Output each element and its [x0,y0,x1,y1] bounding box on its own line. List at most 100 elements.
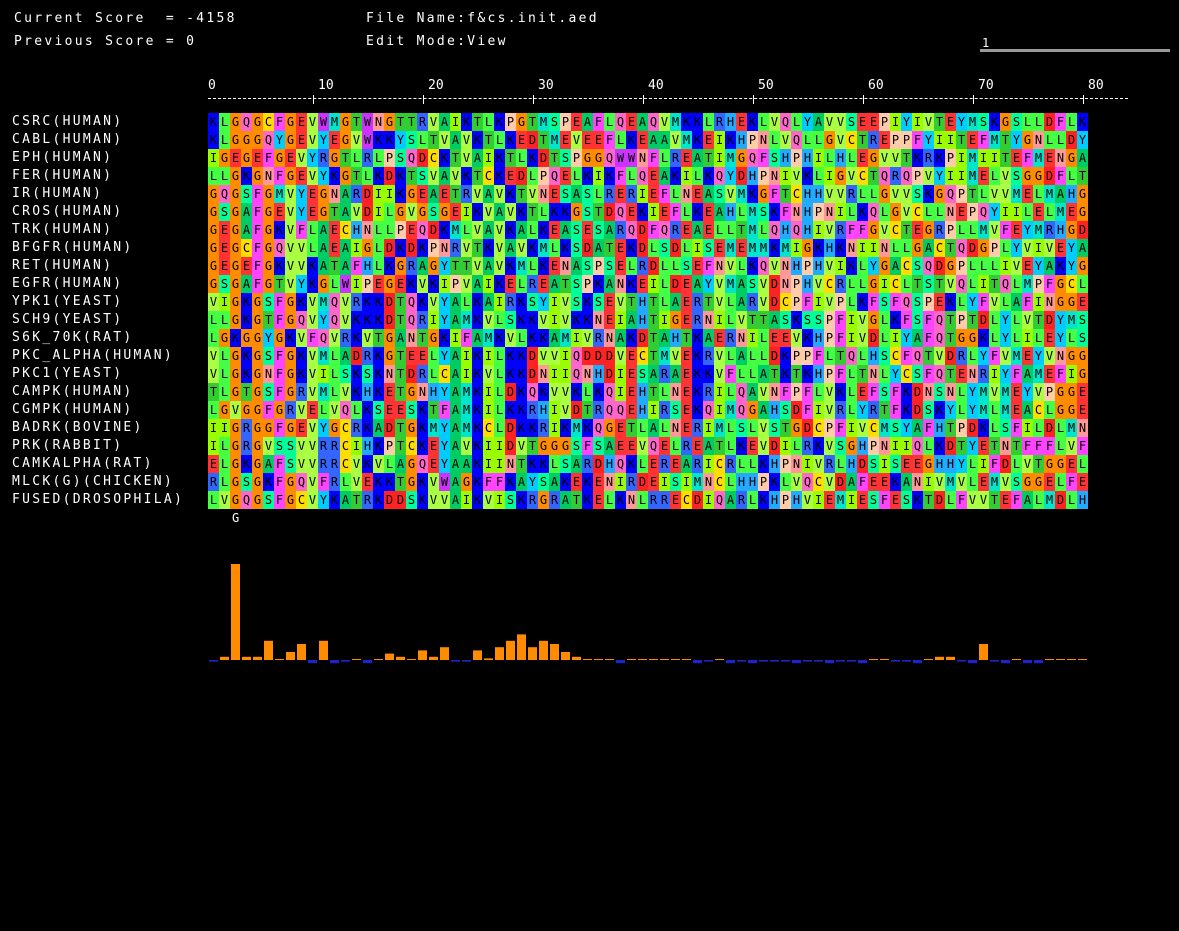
residue-cell[interactable]: H [846,455,857,473]
residue-cell[interactable]: L [494,131,505,149]
residue-cell[interactable]: V [824,221,835,239]
residue-cell[interactable]: E [219,257,230,275]
residue-cell[interactable]: A [846,473,857,491]
residue-cell[interactable]: G [1055,383,1066,401]
residue-cell[interactable]: G [208,275,219,293]
residue-cell[interactable]: G [285,419,296,437]
residue-cell[interactable]: Q [846,347,857,365]
residue-cell[interactable]: G [428,329,439,347]
residue-cell[interactable]: Y [439,347,450,365]
residue-cell[interactable]: E [681,221,692,239]
residue-cell[interactable]: E [285,149,296,167]
residue-cell[interactable]: G [329,419,340,437]
residue-cell[interactable]: N [769,383,780,401]
residue-cell[interactable]: Y [967,383,978,401]
residue-cell[interactable]: V [791,473,802,491]
residue-cell[interactable]: L [329,365,340,383]
residue-cell[interactable]: L [758,347,769,365]
residue-cell[interactable]: L [219,455,230,473]
residue-cell[interactable]: A [758,401,769,419]
residue-cell[interactable]: F [1022,293,1033,311]
residue-cell[interactable]: S [703,239,714,257]
residue-cell[interactable]: R [208,473,219,491]
residue-cell[interactable]: G [252,131,263,149]
residue-cell[interactable]: V [307,131,318,149]
residue-cell[interactable]: Y [439,383,450,401]
residue-cell[interactable]: Q [747,149,758,167]
residue-cell[interactable]: K [626,131,637,149]
residue-cell[interactable]: Y [263,329,274,347]
residue-cell[interactable]: G [252,473,263,491]
residue-cell[interactable]: K [725,131,736,149]
residue-cell[interactable]: M [1033,149,1044,167]
residue-cell[interactable]: G [318,185,329,203]
residue-cell[interactable]: I [846,311,857,329]
residue-cell[interactable]: N [1055,149,1066,167]
residue-cell[interactable]: H [637,311,648,329]
residue-cell[interactable]: E [516,131,527,149]
residue-cell[interactable]: V [1000,167,1011,185]
residue-cell[interactable]: A [560,221,571,239]
residue-cell[interactable]: L [1033,185,1044,203]
residue-cell[interactable]: V [857,311,868,329]
residue-cell[interactable]: N [945,383,956,401]
residue-cell[interactable]: T [923,491,934,509]
residue-cell[interactable]: E [681,401,692,419]
residue-cell[interactable]: F [780,383,791,401]
residue-cell[interactable]: K [692,383,703,401]
residue-cell[interactable]: H [868,347,879,365]
residue-cell[interactable]: A [659,131,670,149]
residue-cell[interactable]: L [208,401,219,419]
residue-cell[interactable]: P [384,149,395,167]
residue-cell[interactable]: G [208,257,219,275]
residue-cell[interactable]: M [747,239,758,257]
residue-cell[interactable]: L [626,257,637,275]
residue-cell[interactable]: A [395,455,406,473]
residue-cell[interactable]: L [967,347,978,365]
residue-cell[interactable]: P [538,167,549,185]
residue-cell[interactable]: I [648,275,659,293]
residue-cell[interactable]: K [505,257,516,275]
residue-cell[interactable]: I [703,419,714,437]
residue-cell[interactable]: K [296,293,307,311]
residue-cell[interactable]: E [1044,473,1055,491]
residue-cell[interactable]: V [901,203,912,221]
residue-cell[interactable]: E [769,329,780,347]
residue-cell[interactable]: K [978,329,989,347]
residue-cell[interactable]: F [978,131,989,149]
residue-cell[interactable]: V [967,491,978,509]
residue-cell[interactable]: I [714,131,725,149]
residue-cell[interactable]: V [307,491,318,509]
residue-cell[interactable]: I [934,131,945,149]
residue-cell[interactable]: K [472,383,483,401]
residue-cell[interactable]: A [626,311,637,329]
residue-cell[interactable]: R [340,329,351,347]
residue-cell[interactable]: D [406,365,417,383]
residue-cell[interactable]: I [703,455,714,473]
residue-cell[interactable]: T [648,383,659,401]
residue-cell[interactable]: V [813,455,824,473]
residue-cell[interactable]: I [494,455,505,473]
residue-cell[interactable]: R [659,401,670,419]
residue-cell[interactable]: L [373,149,384,167]
residue-cell[interactable]: R [670,149,681,167]
residue-cell[interactable]: A [439,113,450,131]
residue-cell[interactable]: L [967,473,978,491]
residue-cell[interactable]: F [604,131,615,149]
residue-cell[interactable]: G [538,437,549,455]
residue-cell[interactable]: K [417,293,428,311]
residue-cell[interactable]: C [901,257,912,275]
residue-cell[interactable]: V [505,329,516,347]
residue-cell[interactable]: H [637,293,648,311]
sequence-name[interactable]: EGFR(HUMAN) [12,276,124,291]
residue-cell[interactable]: R [681,437,692,455]
residue-cell[interactable]: V [1044,239,1055,257]
residue-cell[interactable]: G [219,149,230,167]
residue-cell[interactable]: A [450,383,461,401]
residue-cell[interactable]: F [252,239,263,257]
residue-cell[interactable]: T [648,293,659,311]
residue-cell[interactable]: K [791,311,802,329]
